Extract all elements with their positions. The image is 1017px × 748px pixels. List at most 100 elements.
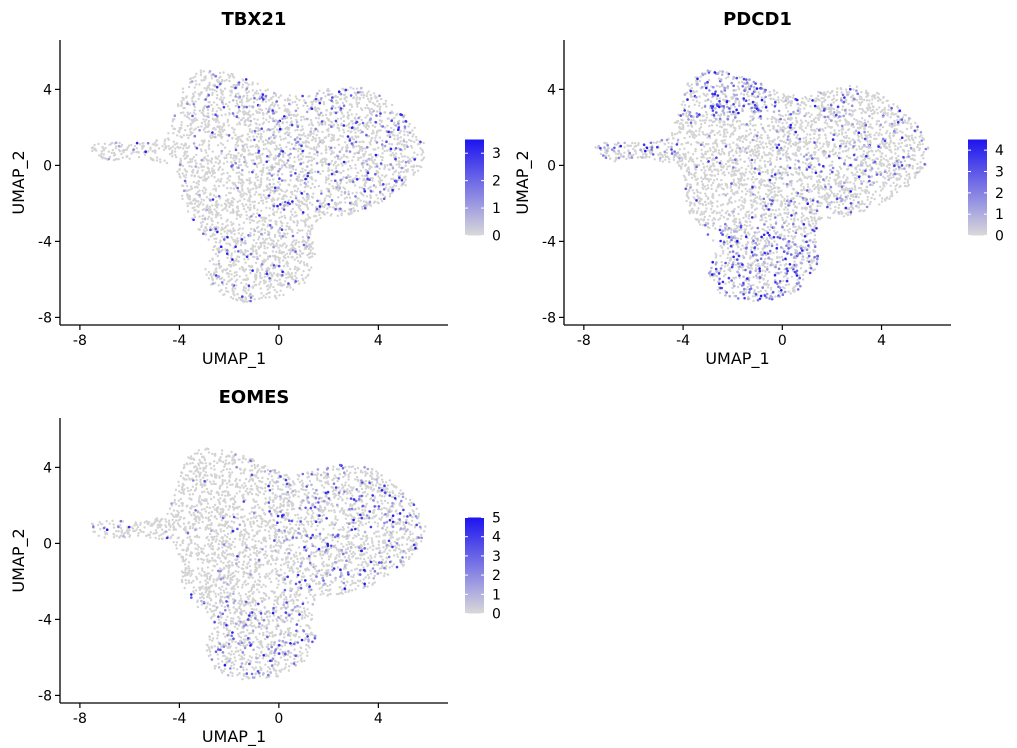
cell-point <box>122 151 125 154</box>
cell-point <box>911 165 914 168</box>
cell-point <box>316 154 319 157</box>
cell-point <box>184 173 188 176</box>
cell-point <box>261 237 265 240</box>
cell-point-expressing <box>321 123 324 126</box>
cell-point <box>391 152 394 155</box>
cell-point <box>265 237 268 241</box>
cell-point <box>244 261 247 264</box>
cell-point <box>231 73 234 76</box>
cell-point <box>192 155 196 159</box>
cell-point <box>252 169 255 172</box>
cell-point <box>305 155 308 158</box>
cell-point <box>206 162 210 165</box>
cell-point <box>750 178 754 181</box>
cell-point <box>237 181 240 184</box>
cell-point <box>283 104 286 107</box>
cell-point <box>233 250 237 253</box>
cell-point-expressing <box>251 269 254 272</box>
cell-point <box>387 117 390 120</box>
cell-point <box>722 135 725 138</box>
cell-point <box>240 101 244 104</box>
cell-point-expressing <box>343 191 347 194</box>
cell-point <box>318 123 321 127</box>
cell-point <box>191 92 195 96</box>
cell-point <box>242 221 246 224</box>
cell-point <box>888 166 891 170</box>
cell-point <box>217 226 220 229</box>
cell-point <box>311 252 314 255</box>
cell-point <box>170 124 174 128</box>
cell-point <box>219 142 223 145</box>
cell-point <box>748 170 751 174</box>
cell-point <box>227 275 230 278</box>
cell-point <box>200 225 203 229</box>
cell-point <box>340 162 343 165</box>
cell-point <box>298 245 301 248</box>
cell-point <box>235 278 239 281</box>
cell-point <box>171 152 174 155</box>
cell-point <box>746 90 749 94</box>
cell-point <box>226 118 230 122</box>
cell-point <box>285 145 288 149</box>
cell-point <box>340 193 343 197</box>
cell-point <box>745 252 748 256</box>
cell-point <box>366 106 370 110</box>
cell-point-expressing <box>306 174 310 178</box>
cell-point-expressing <box>178 163 182 166</box>
cell-point <box>254 122 258 125</box>
cell-point <box>182 174 186 178</box>
y-tick-label: 4 <box>43 82 52 98</box>
cell-point <box>700 218 703 221</box>
cell-point <box>272 105 276 108</box>
cell-point <box>97 142 100 146</box>
cell-point <box>251 200 254 204</box>
cell-point <box>824 199 828 202</box>
cell-point-expressing <box>267 194 271 197</box>
cell-point <box>237 116 240 120</box>
cell-point <box>202 179 205 182</box>
cell-point <box>121 156 125 159</box>
cell-point <box>215 277 219 280</box>
cell-point <box>288 123 292 127</box>
cell-point <box>246 206 250 209</box>
cell-point <box>259 132 263 136</box>
cell-point <box>322 140 326 144</box>
cell-point-expressing <box>291 165 295 168</box>
cell-point <box>362 159 365 162</box>
cell-point-expressing <box>276 204 279 208</box>
cell-point <box>289 210 293 213</box>
cell-point-expressing <box>198 129 201 132</box>
cell-point <box>204 179 207 182</box>
cell-point <box>312 192 315 195</box>
plot-title: TBX21 <box>222 9 287 30</box>
cell-point <box>290 170 293 174</box>
cell-point <box>687 151 690 154</box>
cell-point <box>244 250 247 254</box>
cell-point <box>249 123 252 126</box>
cell-point <box>230 273 233 276</box>
cell-point <box>700 176 703 179</box>
cell-point <box>859 180 863 183</box>
cell-point <box>226 171 229 175</box>
cell-point <box>197 175 200 178</box>
cell-point <box>190 165 193 168</box>
cell-point <box>396 134 399 137</box>
cell-point-expressing <box>382 183 385 186</box>
cell-point <box>841 108 844 111</box>
cell-point <box>237 213 241 217</box>
cell-point <box>184 150 187 153</box>
cell-point <box>699 75 702 79</box>
cell-point <box>236 200 240 203</box>
cell-point <box>278 183 282 186</box>
cell-point <box>215 103 219 107</box>
cell-point <box>355 87 359 90</box>
cell-point <box>324 123 327 126</box>
cell-point <box>263 244 266 248</box>
cell-point <box>300 115 303 119</box>
cell-point <box>309 246 312 249</box>
cell-point <box>298 253 301 257</box>
cell-point <box>155 159 159 162</box>
cell-point <box>271 250 275 253</box>
cell-point-expressing <box>214 135 217 139</box>
cell-point <box>155 139 159 142</box>
